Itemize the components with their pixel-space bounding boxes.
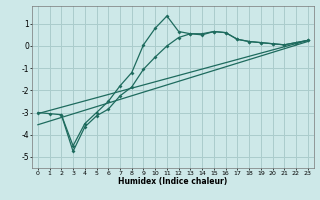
X-axis label: Humidex (Indice chaleur): Humidex (Indice chaleur) [118, 177, 228, 186]
